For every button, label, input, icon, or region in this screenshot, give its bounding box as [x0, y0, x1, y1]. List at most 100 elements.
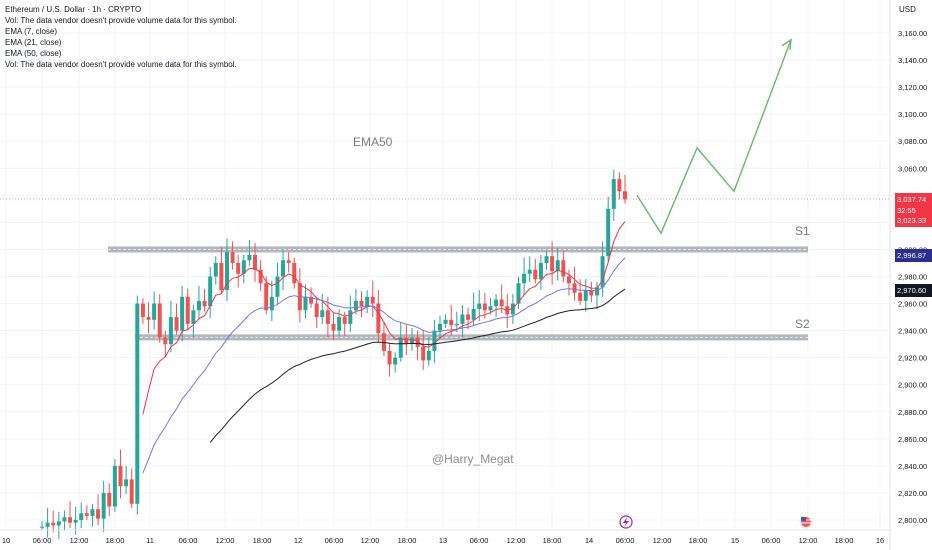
candle-body	[331, 323, 336, 331]
candle-body	[51, 522, 56, 526]
candle-body	[555, 260, 560, 272]
candle-body	[438, 323, 443, 331]
candle-body	[466, 314, 471, 320]
candle-body	[561, 260, 566, 277]
ema7-legend[interactable]: EMA (7, close)	[5, 27, 58, 36]
candle-body	[365, 296, 370, 307]
candle-body	[325, 310, 330, 324]
candle-body	[320, 310, 325, 318]
y-tick-label: 2,920.00	[898, 354, 927, 363]
candle-body	[572, 283, 577, 293]
candle-body	[370, 296, 375, 304]
candle-body	[314, 303, 319, 318]
x-tick-label: 11	[146, 536, 154, 545]
candle-body	[168, 317, 173, 345]
candle-body	[286, 260, 291, 263]
candle-body	[196, 300, 201, 311]
candle-body	[247, 254, 252, 261]
candle-body	[342, 317, 347, 324]
candle-body	[90, 509, 95, 516]
chart-legend: Ethereum / U.S. Dollar · 1h · CRYPTO Vol…	[5, 4, 237, 70]
s1-label: S1	[795, 224, 810, 238]
candle-body	[213, 262, 218, 277]
ema50-line[interactable]	[209, 288, 626, 443]
candle-body	[578, 292, 583, 301]
volume-note: Vol: The data vendor doesn't provide vol…	[5, 16, 237, 25]
candle-body	[258, 269, 263, 284]
candle-body	[544, 256, 549, 263]
current-price-tag: 3,037.74	[895, 193, 932, 206]
chart-grid	[0, 0, 890, 530]
candle-body	[73, 520, 78, 523]
candle-body	[281, 260, 286, 277]
candle-body	[533, 269, 538, 280]
x-tick-label: 06:00	[325, 536, 344, 545]
candle-body	[236, 262, 241, 274]
candle-body	[224, 252, 229, 291]
ema21-line[interactable]	[142, 257, 626, 474]
candle-body	[140, 303, 145, 318]
candle-body	[594, 287, 599, 296]
y-tick-label: 2,960.00	[898, 300, 927, 309]
candle-body	[477, 303, 482, 309]
price-axis[interactable]: 3,160.00 3,140.00 3,120.00 3,100.00 3,080.00…	[898, 29, 927, 525]
s2-label: S2	[795, 317, 810, 331]
candle-body	[174, 317, 179, 331]
candle-body	[443, 319, 448, 324]
x-tick-label: 18:00	[543, 536, 562, 545]
y-tick-label: 2,880.00	[898, 408, 927, 417]
candle-body	[566, 276, 571, 284]
candlesticks	[40, 169, 627, 539]
y-tick-label: 3,060.00	[898, 164, 927, 173]
volume-note-2: Vol: The data vendor doesn't provide vol…	[5, 60, 237, 69]
x-tick-label: 12:00	[70, 536, 89, 545]
x-tick-label: 18:00	[253, 536, 272, 545]
countdown-tag: 32:55	[895, 204, 932, 217]
candle-body	[510, 303, 515, 315]
y-tick-label: 2,820.00	[898, 489, 927, 498]
candle-body	[96, 509, 101, 519]
candle-body	[107, 492, 112, 507]
ema-lines	[142, 221, 626, 474]
candle-body	[163, 337, 168, 345]
symbol-title[interactable]: Ethereum / U.S. Dollar · 1h · CRYPTO	[5, 5, 142, 14]
ema50-annotation: EMA50	[353, 135, 393, 149]
candle-body	[157, 303, 162, 338]
candle-body	[309, 296, 314, 304]
x-tick-label: 18:00	[106, 536, 125, 545]
candle-body	[208, 276, 213, 307]
y-tick-label: 2,940.00	[898, 327, 927, 336]
candle-body	[101, 492, 106, 519]
candle-body	[112, 465, 117, 507]
time-axis[interactable]: 10 06:00 12:00 18:00 11 06:00 12:00 18:00 12 06:0…	[2, 536, 884, 545]
y-tick-label: 2,900.00	[898, 381, 927, 390]
lightning-icon[interactable]	[619, 515, 633, 529]
x-tick-label: 12:00	[216, 536, 235, 545]
candle-body	[269, 296, 274, 311]
candle-body	[219, 262, 224, 291]
projection-line[interactable]	[636, 39, 792, 235]
candle-body	[623, 191, 627, 200]
candle-body	[600, 256, 605, 288]
candle-body	[202, 300, 207, 307]
us-flag-event-icon[interactable]	[799, 515, 813, 529]
candle-body	[152, 303, 157, 320]
author-watermark: @Harry_Megat	[432, 452, 514, 466]
candle-body	[589, 290, 594, 296]
candle-body	[303, 296, 308, 311]
candle-body	[488, 306, 493, 311]
ema50-legend[interactable]: EMA (50, close)	[5, 49, 62, 58]
x-tick-label: 06:00	[33, 536, 52, 545]
candle-body	[426, 350, 431, 361]
ema7-line[interactable]	[142, 221, 626, 415]
candle-body	[583, 290, 588, 301]
candle-body	[146, 317, 151, 320]
candle-body	[337, 317, 342, 331]
ema21-legend[interactable]: EMA (21, close)	[5, 38, 62, 47]
currency-label[interactable]: USD	[899, 5, 916, 14]
y-tick-label: 2,800.00	[898, 516, 927, 525]
candle-body	[191, 310, 196, 324]
x-tick-label: 06:00	[762, 536, 781, 545]
y-tick-label: 3,120.00	[898, 83, 927, 92]
